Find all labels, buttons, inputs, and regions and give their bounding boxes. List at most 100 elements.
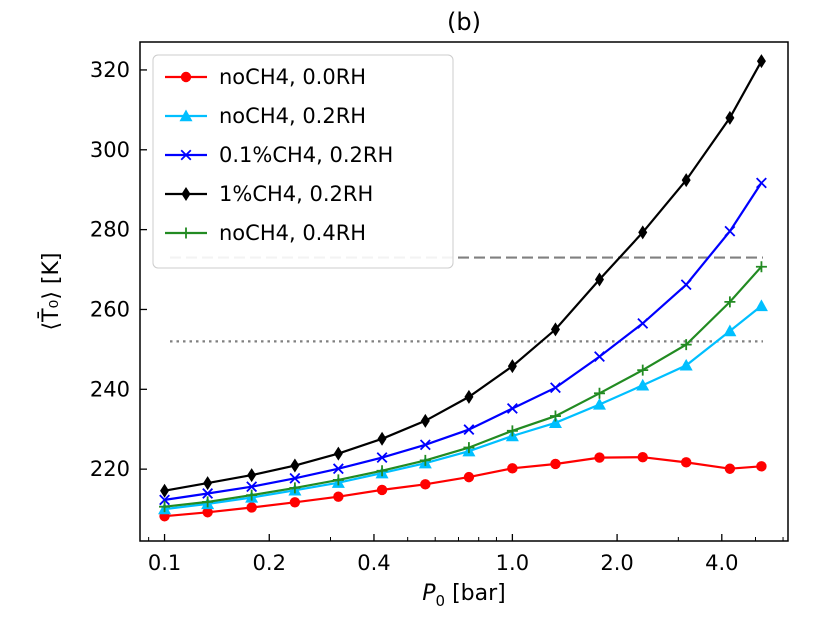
data-point: [636, 378, 650, 391]
x-axis-label-unit: [bar]: [445, 581, 506, 606]
legend: noCH4, 0.0RH noCH4, 0.2RH 0.1%CH4, 0.2RH 1%…: [152, 54, 454, 269]
x-tick-label: 2.0: [600, 551, 633, 575]
legend-marker: [179, 109, 193, 122]
legend-box: [152, 54, 454, 269]
data-point: [289, 482, 301, 494]
legend-entry: 0.1%CH4, 0.2RH: [165, 143, 393, 167]
y-tick-label: 260: [90, 297, 130, 321]
legend-marker: [181, 187, 191, 201]
data-point: [592, 397, 606, 410]
data-point: [464, 389, 474, 404]
data-point: [419, 454, 431, 466]
legend-label: noCH4, 0.4RH: [219, 221, 366, 245]
series-3: [160, 54, 766, 498]
data-point: [376, 452, 388, 464]
data-point: [333, 491, 344, 502]
y-axis-label: ⟨T̄₀⟩ [K]: [38, 252, 64, 330]
data-point: [159, 501, 171, 513]
data-point: [202, 488, 214, 499]
data-point: [680, 457, 692, 468]
data-point: [246, 481, 258, 493]
data-point: [637, 364, 649, 376]
data-point: [420, 479, 431, 490]
data-point: [203, 476, 213, 491]
legend-entry: noCH4, 0.0RH: [165, 65, 366, 89]
data-point: [681, 173, 691, 188]
data-point: [723, 324, 737, 337]
data-point: [637, 451, 648, 463]
legend-label: 1%CH4, 0.2RH: [219, 182, 373, 206]
x-tick-label: 0.1: [148, 551, 181, 575]
data-point: [246, 502, 257, 513]
data-point: [290, 458, 300, 473]
data-point: [638, 225, 648, 240]
legend-marker: [180, 227, 192, 239]
legend-entry: noCH4, 0.4RH: [165, 221, 366, 245]
y-tick-label: 220: [90, 457, 130, 481]
data-point: [376, 465, 388, 477]
data-point: [754, 299, 768, 312]
data-point: [420, 413, 430, 428]
data-point: [463, 442, 475, 454]
data-point: [550, 382, 561, 394]
data-point: [160, 483, 170, 498]
data-point: [289, 472, 301, 484]
data-point: [548, 416, 562, 429]
plot-frame: [139, 41, 789, 542]
legend-entry: 1%CH4, 0.2RH: [165, 182, 373, 206]
data-point: [594, 272, 604, 287]
data-point: [507, 463, 518, 474]
data-point: [247, 468, 257, 483]
x-axis-label: P0 [bar]: [422, 581, 505, 610]
data-point: [246, 489, 258, 501]
x-tick-label: 0.4: [357, 551, 390, 575]
legend-label: 0.1%CH4, 0.2RH: [219, 143, 393, 167]
data-point: [506, 403, 518, 414]
data-point: [202, 496, 214, 508]
chart-title: (b): [447, 8, 481, 36]
data-point: [463, 471, 475, 483]
data-point: [332, 474, 344, 486]
data-point: [756, 54, 766, 69]
x-tick-label: 1.0: [496, 551, 529, 575]
y-tick-label: 300: [90, 138, 130, 162]
series-4: [159, 261, 767, 513]
data-point: [724, 296, 736, 308]
data-point: [756, 461, 767, 472]
data-point: [506, 425, 518, 437]
data-point: [637, 317, 649, 329]
data-point: [755, 261, 767, 273]
x-tick-label: 4.0: [705, 551, 738, 575]
legend-marker: [180, 149, 192, 161]
data-point: [289, 497, 301, 508]
data-point: [550, 322, 560, 337]
data-point: [594, 351, 605, 363]
data-point: [594, 452, 605, 463]
data-point: [377, 431, 387, 446]
data-point: [593, 387, 605, 399]
legend-label: noCH4, 0.2RH: [219, 104, 366, 128]
legend-marker: [180, 71, 192, 83]
data-point: [159, 494, 170, 506]
y-tick-label: 240: [90, 377, 130, 401]
series-1: [158, 299, 768, 515]
data-point: [550, 458, 561, 470]
x-axis-label-sub: 0: [436, 592, 446, 610]
data-point: [724, 225, 736, 237]
x-axis-label-main: P: [422, 581, 436, 606]
data-point: [725, 110, 735, 125]
y-tick-label: 320: [90, 58, 130, 82]
y-tick-label: 280: [90, 218, 130, 242]
data-point: [463, 424, 475, 436]
data-point: [332, 463, 344, 475]
data-point: [680, 279, 692, 291]
data-point: [680, 339, 692, 351]
data-point: [419, 439, 431, 451]
data-point: [202, 507, 213, 518]
data-point: [333, 446, 343, 461]
x-tick-label: 0.2: [253, 551, 286, 575]
data-point: [507, 359, 517, 374]
data-point: [679, 358, 693, 371]
